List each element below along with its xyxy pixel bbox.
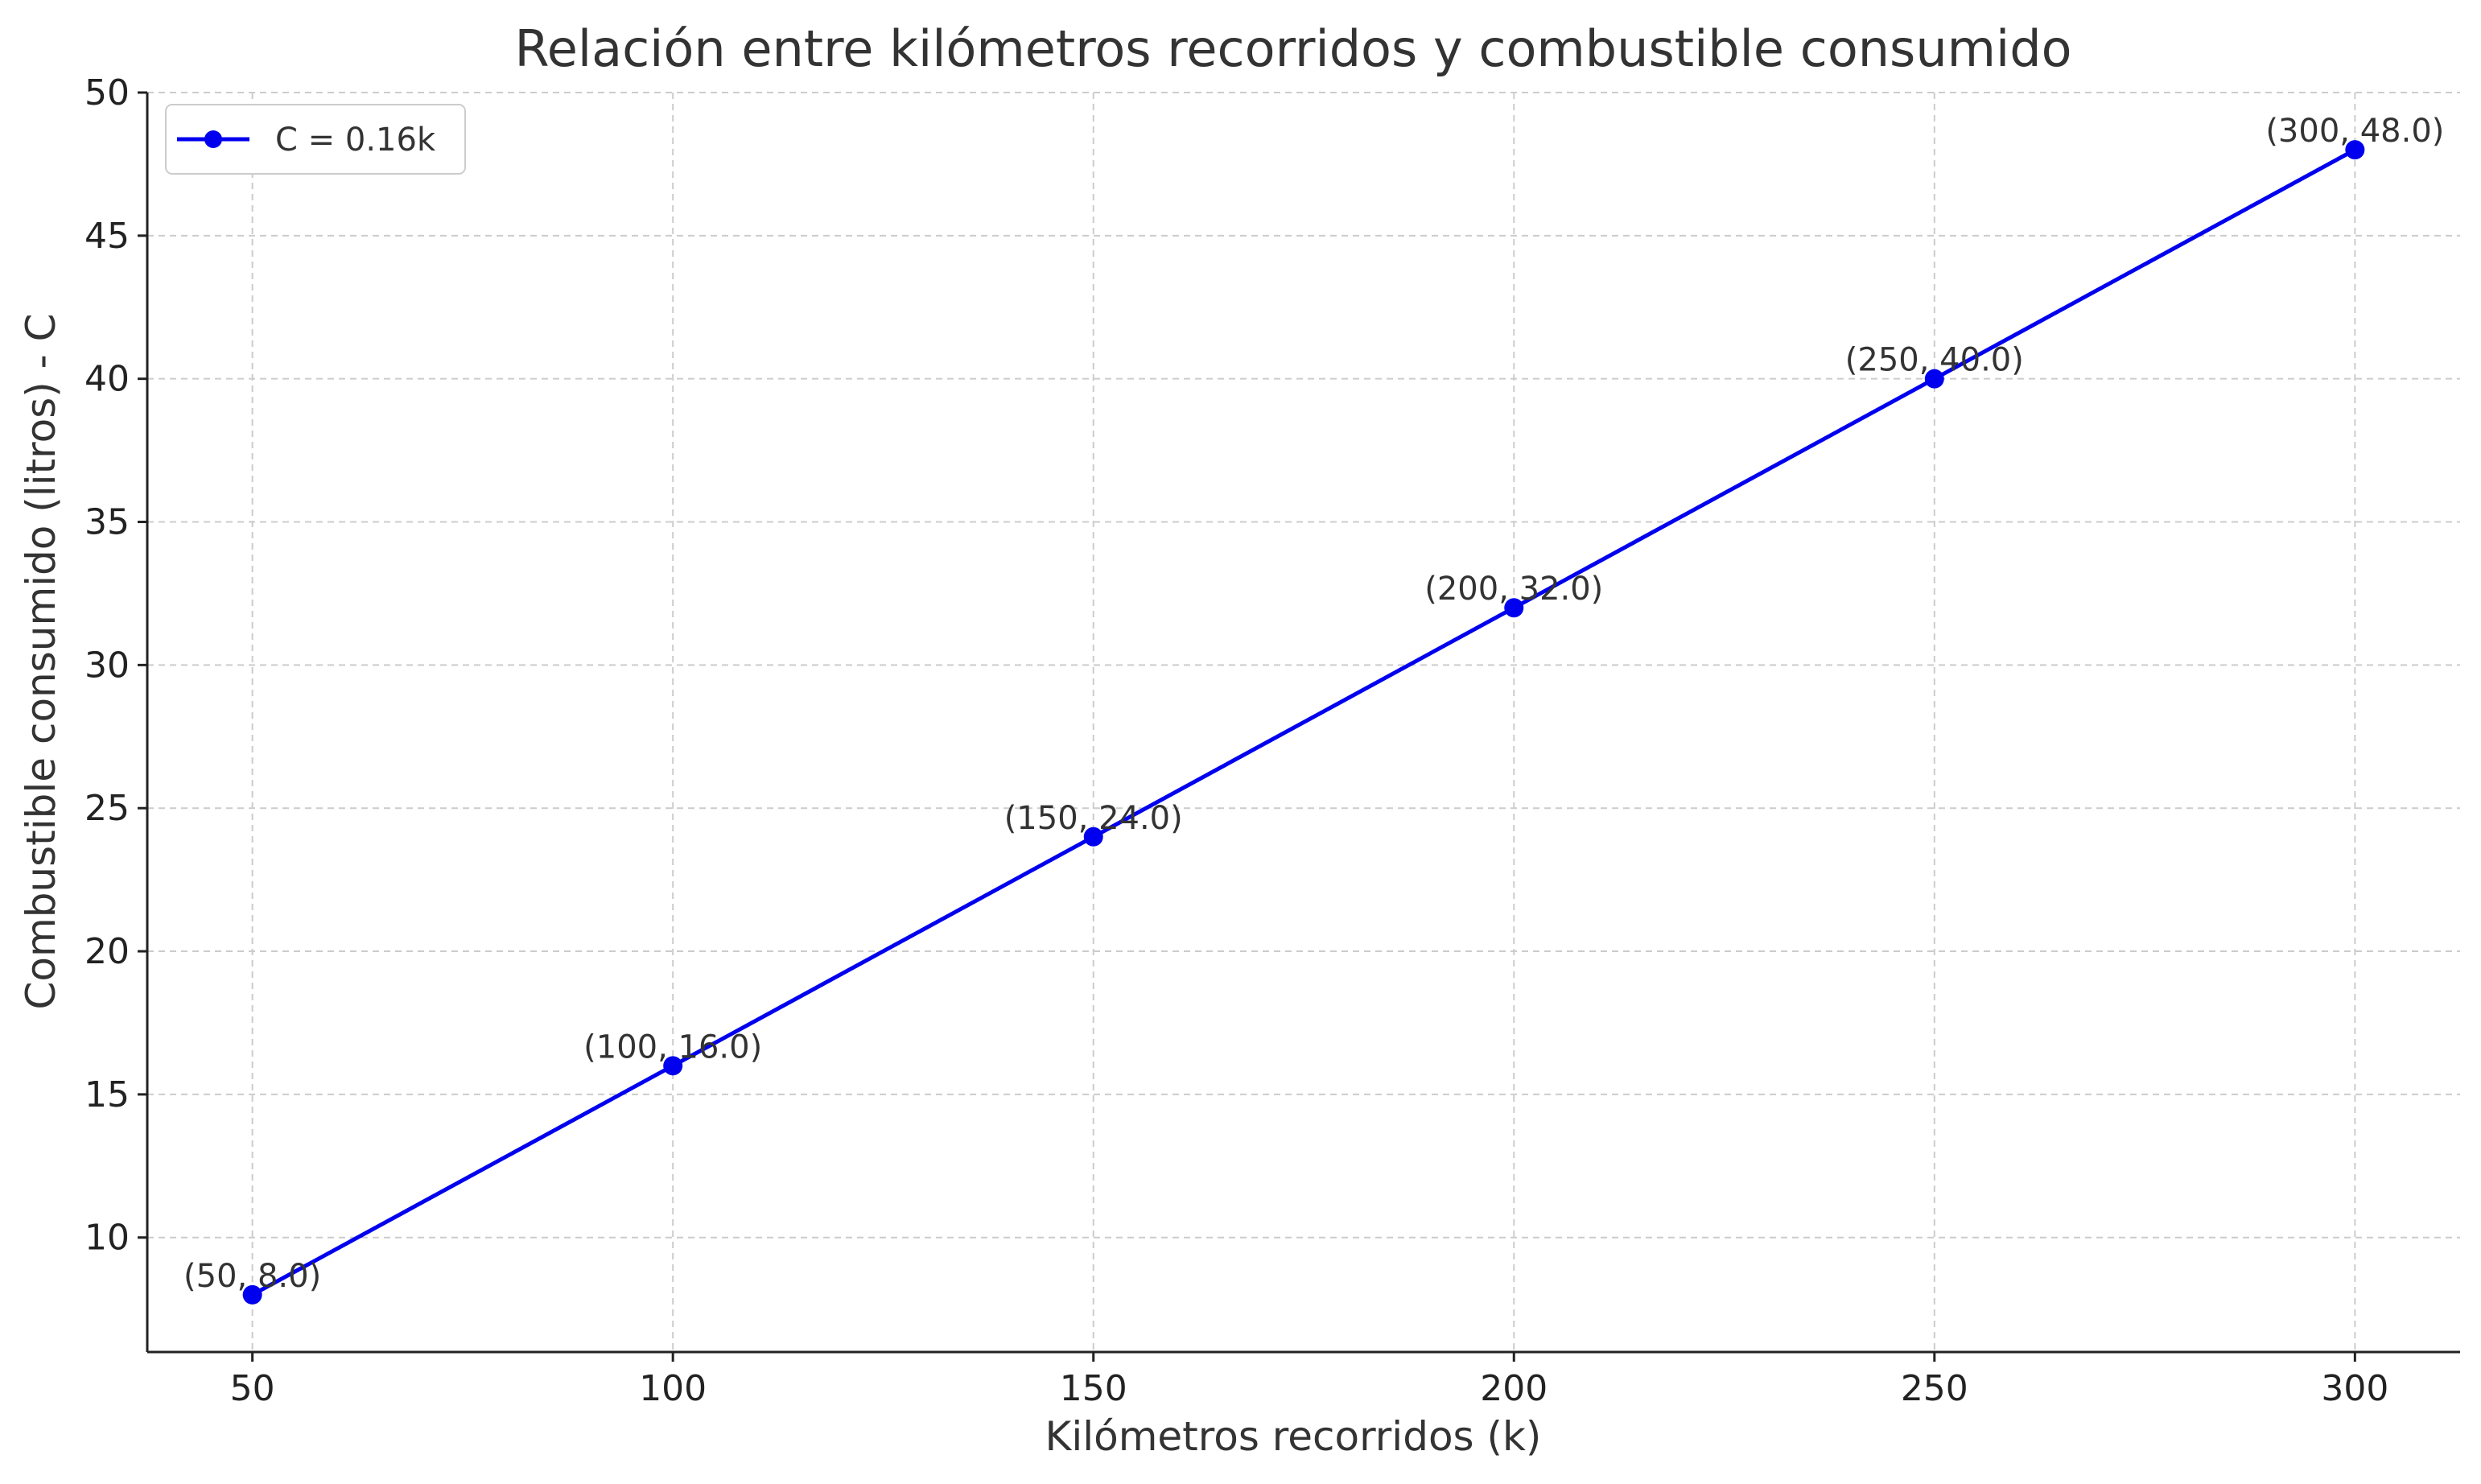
- y-tick-label: 25: [84, 788, 130, 829]
- chart-title: Relación entre kilómetros recorridos y c…: [514, 19, 2071, 78]
- point-labels: (50, 8.0) (100, 16.0) (150, 24.0) (200, 32.…: [183, 113, 2444, 1295]
- point-label: (200, 32.0): [1424, 571, 1603, 608]
- y-tick-label: 45: [84, 216, 130, 257]
- legend-label: C = 0.16k: [275, 122, 436, 159]
- y-tick-label: 20: [84, 931, 130, 972]
- series: [242, 140, 2365, 1305]
- grid: [147, 92, 2460, 1352]
- point-label: (300, 48.0): [2265, 113, 2444, 150]
- y-tick-label: 35: [84, 502, 130, 543]
- x-tick-label: 150: [1060, 1368, 1127, 1409]
- y-tick-label: 10: [84, 1218, 130, 1259]
- point-label: (150, 24.0): [1004, 800, 1183, 837]
- data-point: [1504, 598, 1524, 618]
- y-tick-label: 15: [84, 1074, 130, 1115]
- data-point: [663, 1056, 683, 1076]
- y-tick-label: 40: [84, 359, 130, 400]
- y-tick-label: 30: [84, 645, 130, 686]
- legend-box: [165, 104, 466, 175]
- y-tick-label: 50: [84, 72, 130, 113]
- data-point: [2345, 140, 2365, 160]
- point-label: (50, 8.0): [183, 1258, 321, 1295]
- y-axis-title: Combustible consumido (litros) - C: [18, 313, 64, 1009]
- data-point: [242, 1284, 262, 1305]
- ticks: 50 100 150 200 250 300 10 15 20 25 30 35 40 45 50: [84, 72, 2388, 1409]
- x-tick-label: 50: [230, 1368, 275, 1409]
- x-tick-label: 200: [1480, 1368, 1548, 1409]
- legend: C = 0.16k: [165, 104, 466, 175]
- x-axis-title: Kilómetros recorridos (k): [1045, 1413, 1542, 1460]
- data-point: [1083, 827, 1103, 847]
- legend-swatch-marker: [204, 130, 222, 148]
- series-line: [251, 147, 2356, 1297]
- point-label: (100, 16.0): [583, 1028, 762, 1066]
- x-tick-label: 300: [2321, 1368, 2388, 1409]
- point-label: (250, 40.0): [1845, 342, 2024, 379]
- axes: [146, 93, 2460, 1354]
- x-tick-label: 250: [1901, 1368, 1968, 1409]
- data-point: [1924, 369, 1944, 389]
- x-tick-label: 100: [639, 1368, 707, 1409]
